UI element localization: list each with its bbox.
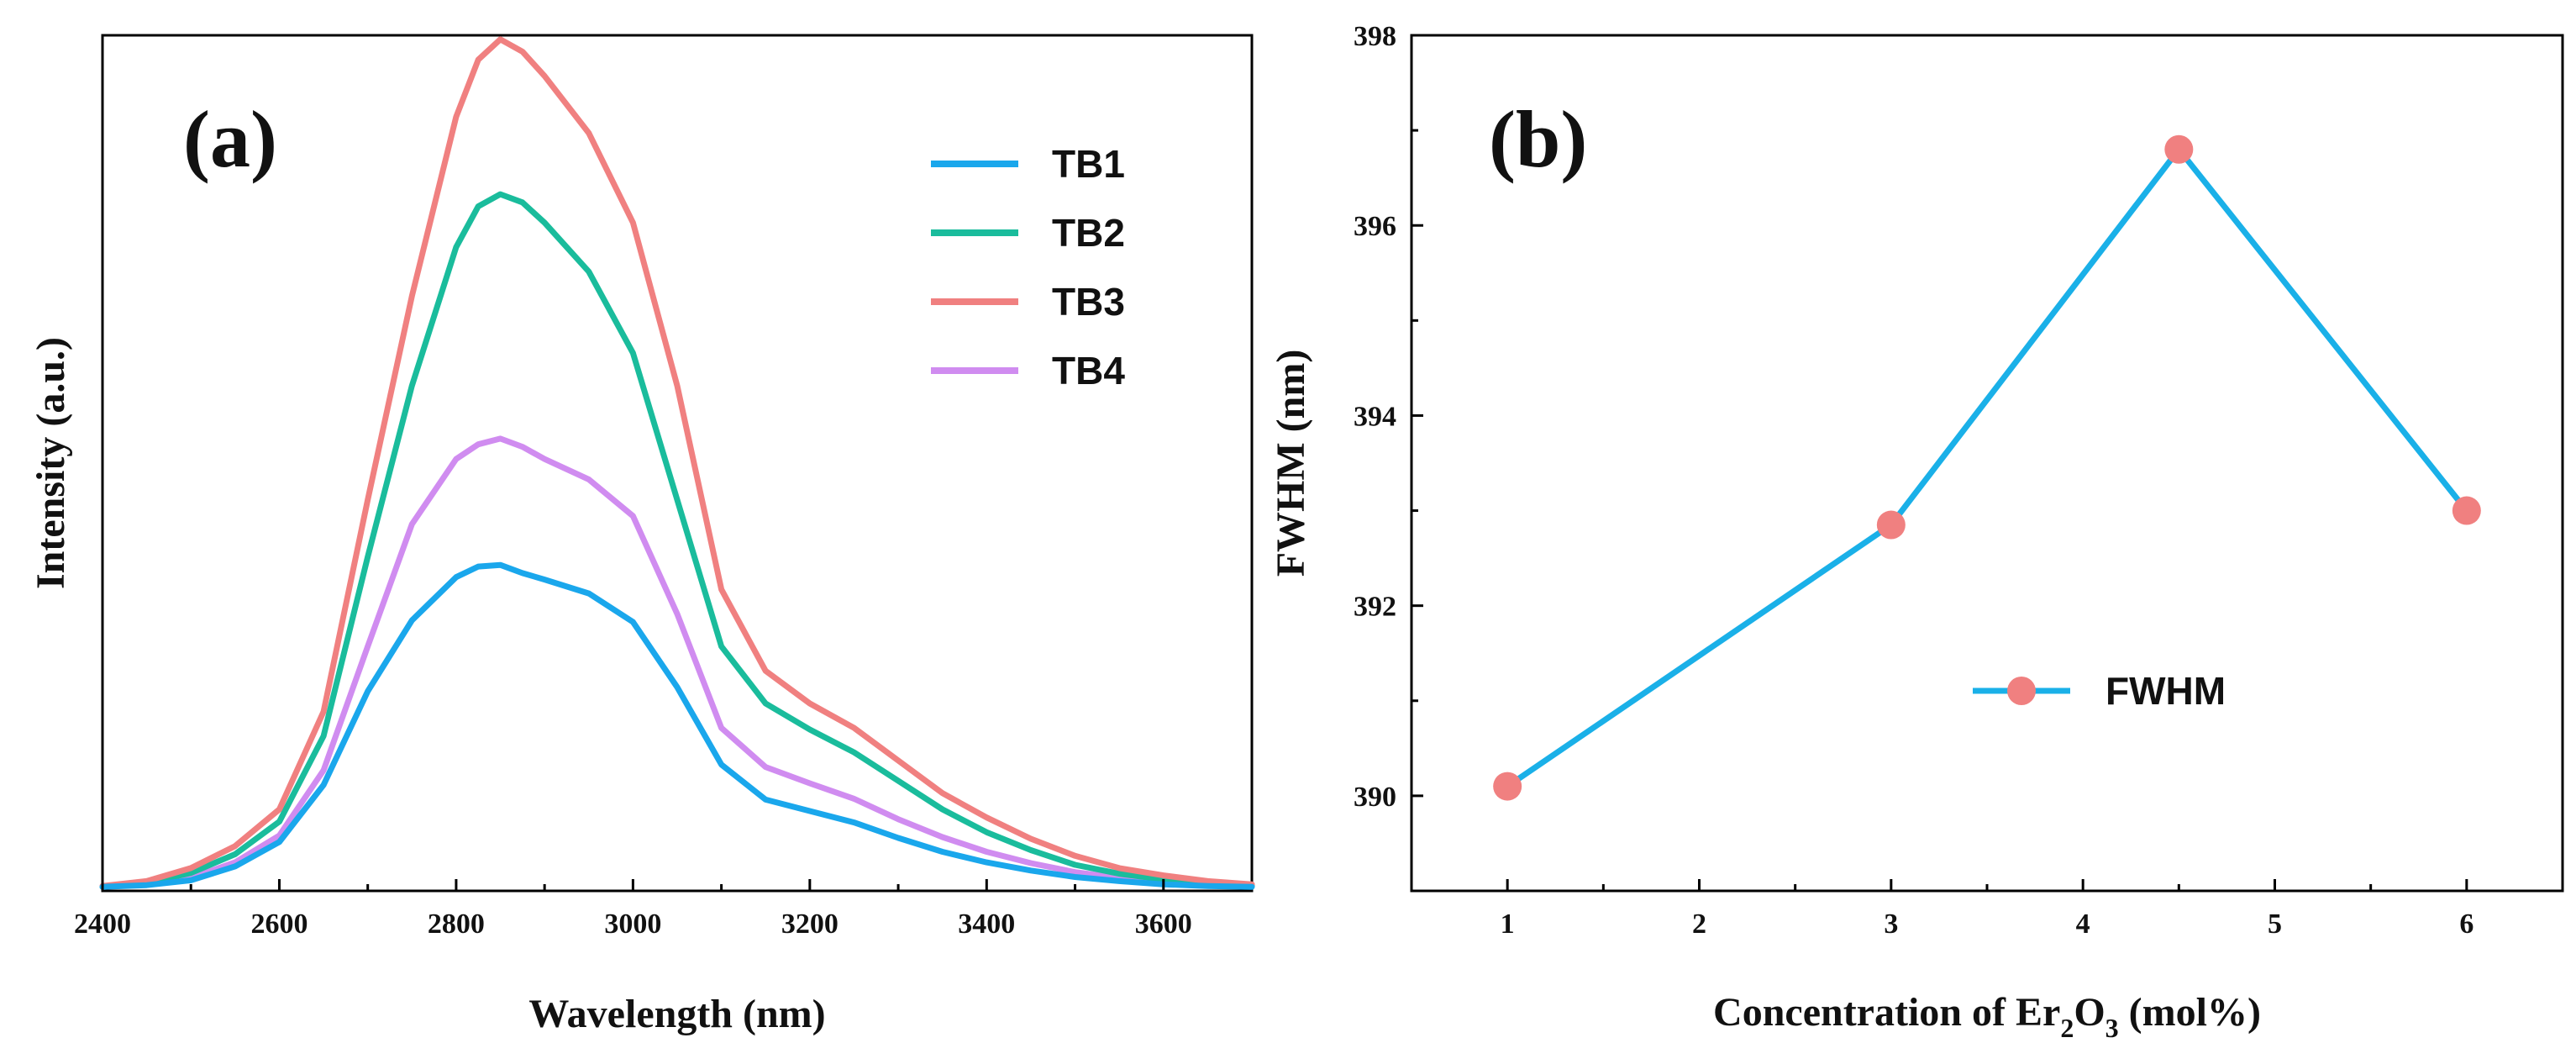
panel-b-x-tick-label: 5 [2268, 909, 2282, 940]
panel-b-x-tick-label: 6 [2459, 909, 2473, 940]
fwhm-series-line [1506, 146, 2469, 789]
panel-b: 390 392 394 396 398 1 2 3 4 5 6 (b) FWHM Concentr… [1269, 21, 2564, 1043]
panel-a-x-tick-label: 2600 [250, 909, 308, 940]
legend-tb3-label: TB3 [1052, 280, 1125, 324]
panel-b-y-tick-label: 394 [1354, 401, 1396, 432]
panel-a-legend: TB1 TB2 TB3 TB4 [931, 142, 1125, 392]
panel-a-curves [99, 36, 1255, 890]
series-tb2-line [99, 191, 1255, 890]
panel-a-x-tick-label: 3200 [781, 909, 839, 940]
panel-b-x-tick-label: 2 [1692, 909, 1706, 940]
panel-b-x-ticks: 1 2 3 4 5 6 [1501, 879, 2473, 940]
panel-a-x-tick-label: 3400 [958, 909, 1015, 940]
legend-fwhm-swatch-marker [2007, 677, 2036, 705]
series-tb3-line [99, 36, 1255, 889]
legend-tb2-label: TB2 [1052, 211, 1125, 255]
panel-b-legend: FWHM [1973, 669, 2226, 713]
fwhm-point-1 [1493, 772, 1522, 801]
panel-a-label: (a) [183, 94, 277, 184]
panel-a-frame [101, 34, 1254, 893]
x-title-sub1: 2 [2060, 1013, 2074, 1043]
panel-a-x-ticks: 2400 2600 2800 3000 3200 3400 3600 [74, 879, 1192, 940]
panel-a-x-tick-label: 3000 [604, 909, 661, 940]
x-title-end: (mol%) [2119, 990, 2261, 1035]
x-title-mid: O [2074, 990, 2105, 1035]
panel-b-x-tick-label: 4 [2076, 909, 2090, 940]
panel-b-x-axis-title: Concentration of Er2O3 (mol%) [1713, 990, 2261, 1043]
legend-tb1-label: TB1 [1052, 142, 1125, 186]
panel-b-series [1493, 134, 2481, 801]
legend-tb4-label: TB4 [1052, 349, 1125, 392]
panel-a: 2400 2600 2800 3000 3200 3400 3600 (a) TB1TB2T… [29, 34, 1255, 1036]
panel-a-x-tick-label: 2400 [74, 909, 131, 940]
panel-b-y-tick-label: 392 [1354, 592, 1396, 623]
panel-b-x-tick-label: 1 [1501, 909, 1515, 940]
panel-b-label: (b) [1489, 94, 1587, 184]
series-tb1-line [99, 561, 1255, 890]
panel-a-x-tick-label: 2800 [428, 909, 485, 940]
fwhm-point-3 [2164, 134, 2194, 164]
x-title-sub2: 3 [2105, 1013, 2119, 1043]
panel-b-x-tick-label: 3 [1884, 909, 1898, 940]
panel-a-y-axis-title: Intensity (a.u.) [29, 337, 73, 589]
fwhm-point-2 [1876, 510, 1906, 540]
legend-fwhm-label: FWHM [2105, 669, 2226, 713]
panel-b-y-tick-label: 398 [1354, 21, 1396, 52]
panel-b-y-tick-label: 390 [1354, 782, 1396, 813]
panel-b-y-axis-title: FWHM (nm) [1269, 350, 1313, 577]
panel-a-x-tick-label: 3600 [1135, 909, 1192, 940]
x-title-main: Concentration of Er [1713, 990, 2060, 1035]
fwhm-point-4 [2452, 496, 2481, 525]
panel-a-x-axis-title: Wavelength (nm) [528, 992, 825, 1036]
panel-b-y-ticks: 390 392 394 396 398 [1354, 21, 1423, 893]
series-tb4-line [99, 435, 1255, 890]
panel-b-y-tick-label: 396 [1354, 211, 1396, 242]
